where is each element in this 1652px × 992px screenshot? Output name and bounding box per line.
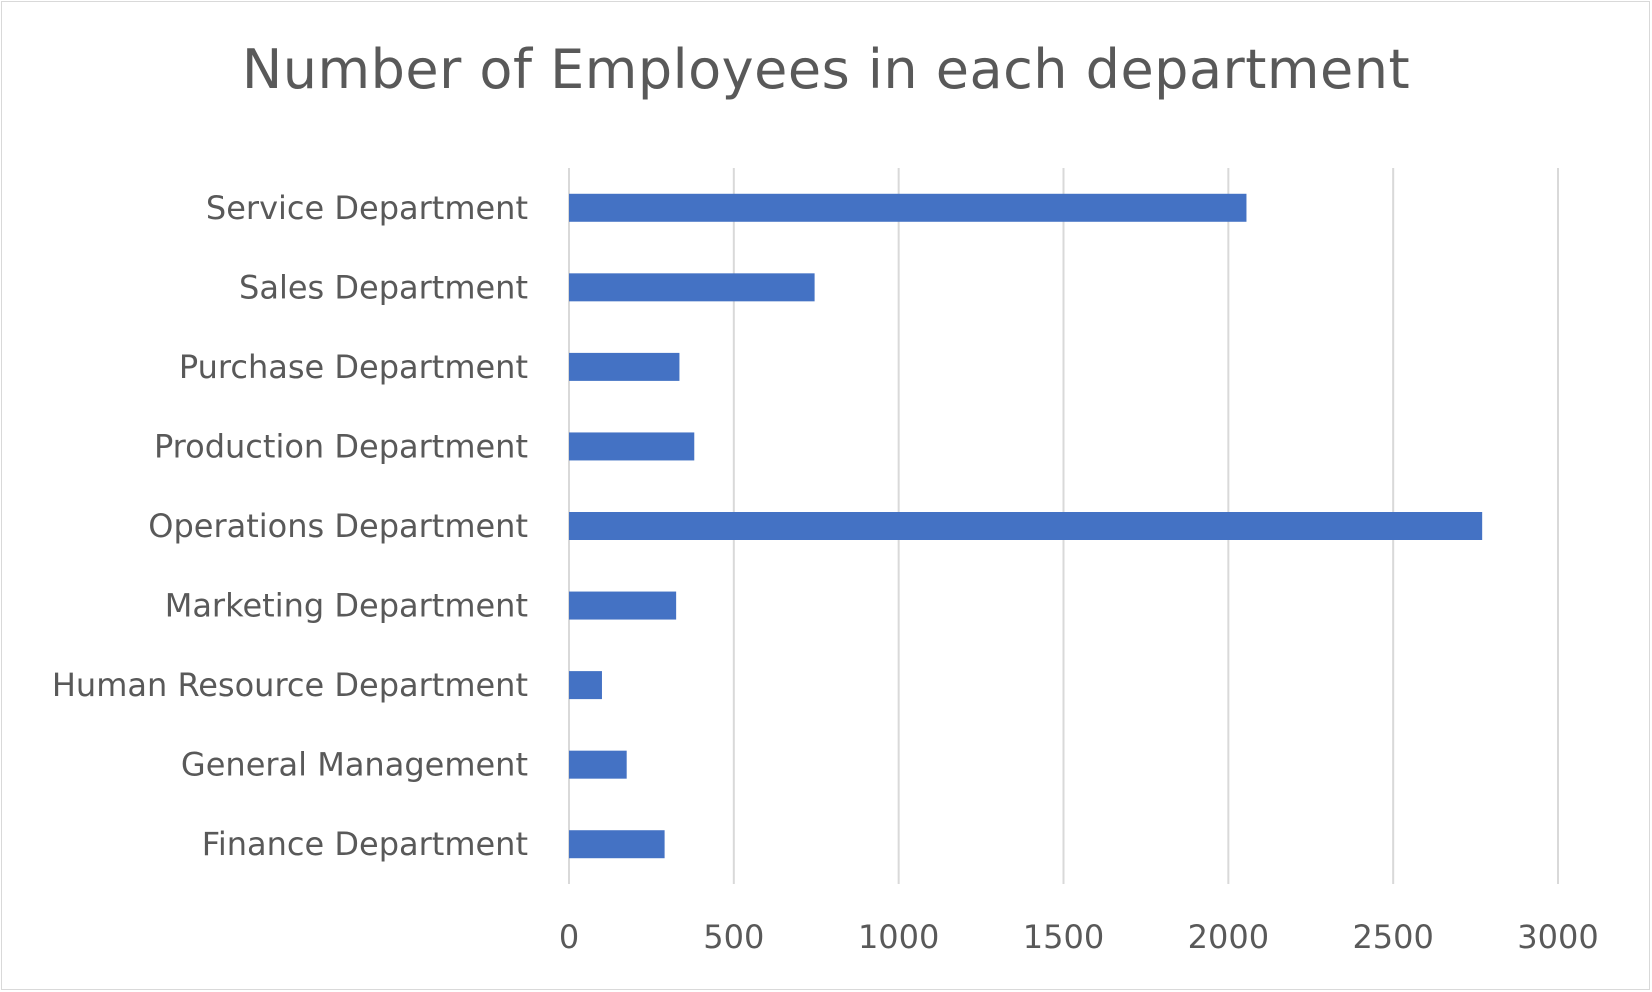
chart-title: Number of Employees in each department xyxy=(241,38,1411,101)
x-tick-label-2000: 2000 xyxy=(1188,918,1269,956)
x-tick-label-1500: 1500 xyxy=(1023,918,1104,956)
x-tick-label-1000: 1000 xyxy=(858,918,939,956)
bars xyxy=(569,193,1483,859)
category-label-purchase-department: Purchase Department xyxy=(179,348,528,386)
category-label-finance-department: Finance Department xyxy=(202,825,528,863)
bar-finance-department xyxy=(569,830,665,859)
bar-operations-department xyxy=(569,512,1483,540)
category-label-human-resource-department: Human Resource Department xyxy=(52,666,528,704)
category-label-service-department: Service Department xyxy=(206,189,528,227)
bar-human-resource-department xyxy=(569,671,602,700)
category-label-production-department: Production Department xyxy=(154,427,528,465)
bar-purchase-department xyxy=(569,352,680,381)
category-label-operations-department: Operations Department xyxy=(148,507,528,545)
bar-production-department xyxy=(569,432,695,461)
x-tick-label-500: 500 xyxy=(703,918,764,956)
bar-service-department xyxy=(569,193,1247,222)
bar-marketing-department xyxy=(569,591,677,620)
category-labels: Finance Department General Management Huma… xyxy=(52,189,528,863)
bar-sales-department xyxy=(569,273,815,302)
category-label-sales-department: Sales Department xyxy=(239,268,528,306)
category-label-general-management: General Management xyxy=(181,746,528,784)
x-axis-tick-labels: 0 500 1000 1500 2000 2500 3000 xyxy=(559,918,1599,956)
bar-general-management xyxy=(569,750,627,779)
category-label-marketing-department: Marketing Department xyxy=(165,587,528,625)
x-tick-label-3000: 3000 xyxy=(1517,918,1598,956)
x-tick-label-0: 0 xyxy=(559,918,579,956)
x-tick-label-2500: 2500 xyxy=(1352,918,1433,956)
